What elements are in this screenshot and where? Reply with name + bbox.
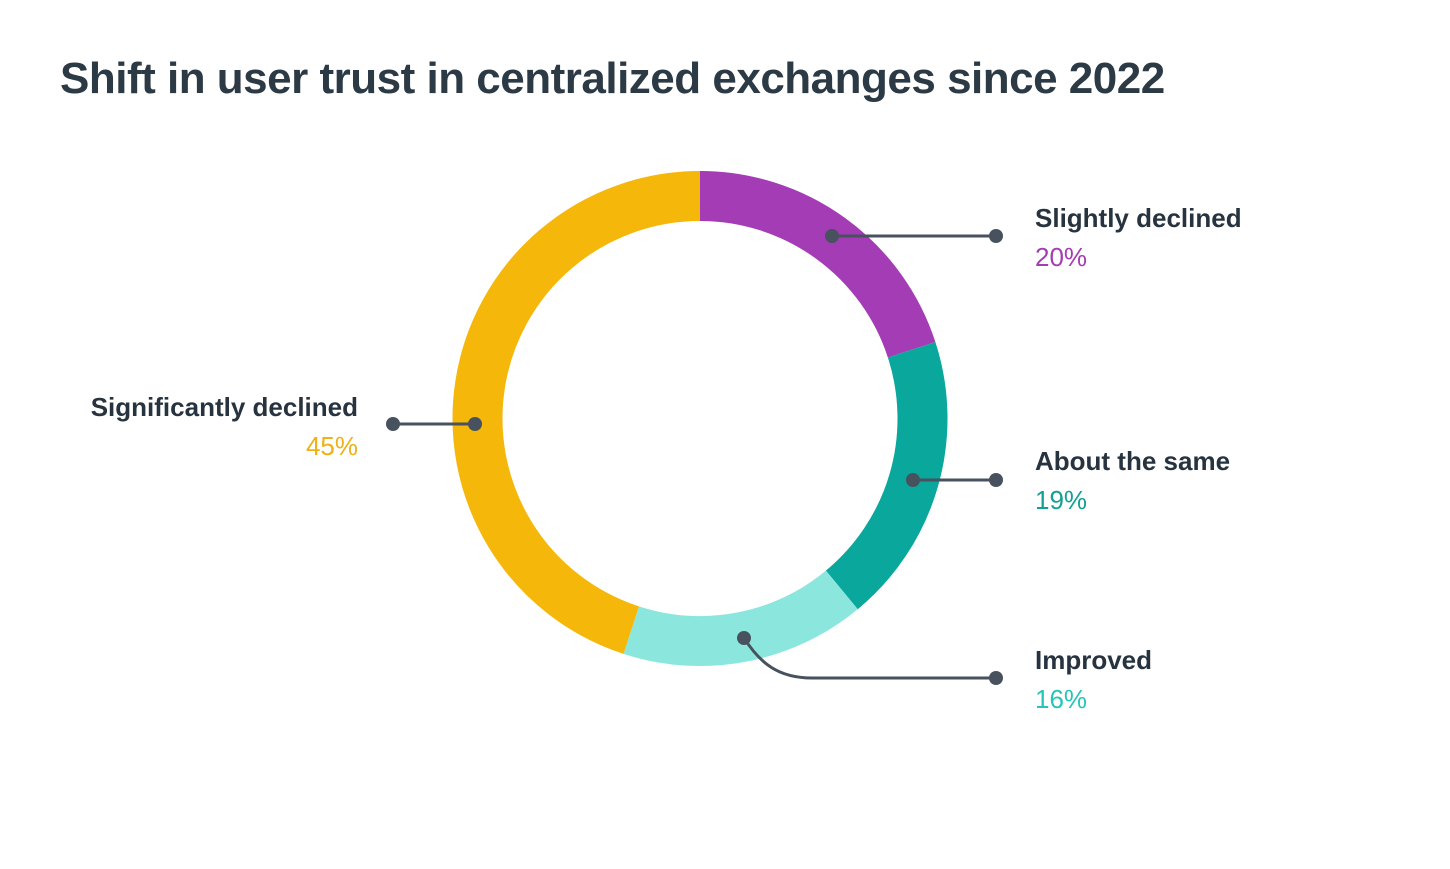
donut-segment-improved bbox=[623, 570, 858, 666]
footer: cointelegraph.com Survey by Cointelegrap… bbox=[0, 759, 1450, 869]
callout-dot-improved bbox=[989, 671, 1003, 685]
label-improved: Improved 16% bbox=[1035, 641, 1152, 719]
callout-dot-significantly-declined bbox=[386, 417, 400, 431]
label-about-the-same-name: About the same bbox=[1035, 446, 1231, 476]
donut-segment-about-the-same bbox=[825, 342, 948, 610]
donut-segment-slightly-declined bbox=[699, 171, 936, 358]
page-title: Shift in user trust in centralized excha… bbox=[60, 54, 1165, 103]
label-slightly-declined-name: Slightly declined bbox=[1035, 203, 1242, 233]
label-significantly-declined: Significantly declined 45% bbox=[91, 388, 358, 466]
callout-line-improved bbox=[742, 637, 996, 680]
label-significantly-declined-name: Significantly declined bbox=[90, 392, 358, 422]
callout-dot-significantly-declined bbox=[468, 417, 482, 431]
label-slightly-declined: Slightly declined 20% bbox=[1035, 199, 1242, 277]
label-slightly-declined-value: 20% bbox=[1035, 242, 1088, 272]
label-improved-name: Improved bbox=[1035, 645, 1153, 675]
label-improved-value: 16% bbox=[1035, 684, 1088, 714]
callout-dot-about-the-same bbox=[906, 473, 920, 487]
label-significantly-declined-value: 45% bbox=[305, 431, 358, 461]
callout-dot-slightly-declined bbox=[989, 229, 1003, 243]
callout-dot-about-the-same bbox=[989, 473, 1003, 487]
callout-dot-improved bbox=[737, 631, 751, 645]
donut-segment-significantly-declined bbox=[452, 171, 701, 654]
label-about-the-same: About the same 19% bbox=[1035, 442, 1230, 520]
callout-dot-slightly-declined bbox=[825, 229, 839, 243]
label-about-the-same-value: 19% bbox=[1035, 485, 1088, 515]
